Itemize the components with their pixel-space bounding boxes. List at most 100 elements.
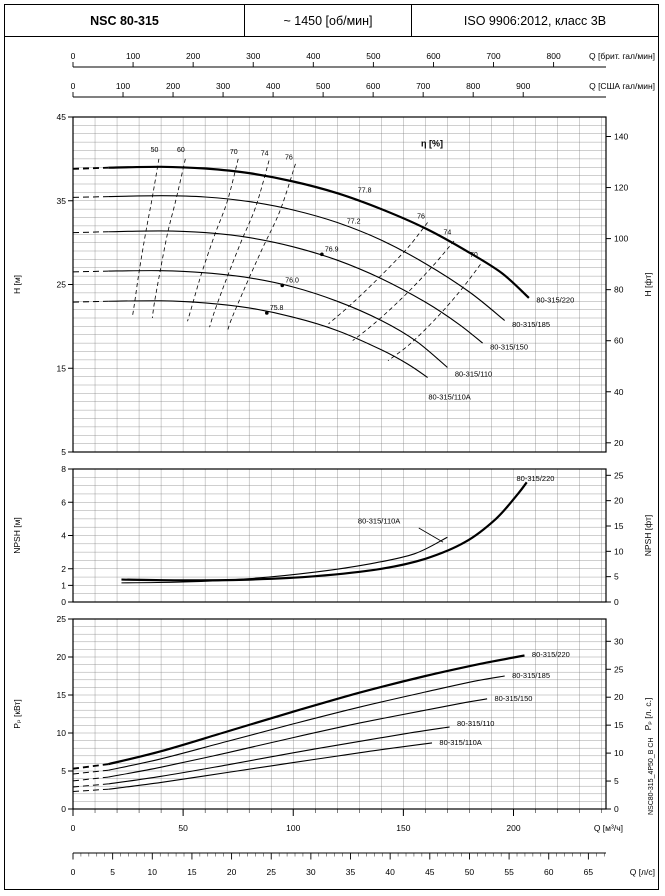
- svg-text:150: 150: [396, 823, 410, 833]
- svg-text:25: 25: [614, 470, 624, 480]
- svg-text:35: 35: [346, 867, 356, 877]
- svg-text:600: 600: [426, 51, 440, 61]
- svg-text:76: 76: [285, 155, 293, 162]
- svg-text:4: 4: [61, 531, 66, 541]
- svg-text:45: 45: [425, 867, 435, 877]
- svg-text:10: 10: [148, 867, 158, 877]
- pump-speed: ~ 1450 [об/мин]: [245, 5, 412, 36]
- svg-text:80-315/150: 80-315/150: [494, 694, 532, 703]
- svg-text:NSC80-315_4P50_B CH: NSC80-315_4P50_B CH: [648, 738, 655, 815]
- svg-text:0: 0: [71, 81, 76, 91]
- svg-text:300: 300: [216, 81, 230, 91]
- svg-text:Q [США гал/мин]: Q [США гал/мин]: [589, 81, 655, 91]
- svg-text:600: 600: [366, 81, 380, 91]
- svg-text:74: 74: [261, 151, 269, 158]
- svg-text:75.8: 75.8: [270, 305, 284, 312]
- svg-text:Pₚ [кВт]: Pₚ [кВт]: [12, 699, 22, 728]
- svg-text:60: 60: [614, 336, 624, 346]
- svg-text:0: 0: [61, 804, 66, 814]
- svg-text:140: 140: [614, 131, 628, 141]
- svg-text:40: 40: [614, 387, 624, 397]
- svg-text:80-315/185: 80-315/185: [512, 320, 550, 329]
- svg-text:Pₚ [л. с.]: Pₚ [л. с.]: [643, 698, 653, 731]
- svg-text:30: 30: [306, 867, 316, 877]
- performance-charts: 0 100 200 300 400 500 600 700 800 Q [брит. гал/ми…: [12, 51, 655, 877]
- svg-text:80-315/110: 80-315/110: [457, 719, 494, 728]
- svg-text:80-315/110A: 80-315/110A: [358, 517, 400, 526]
- svg-text:NPSH [м]: NPSH [м]: [12, 517, 22, 554]
- svg-text:0: 0: [71, 51, 76, 61]
- svg-text:0: 0: [71, 823, 76, 833]
- svg-text:80-315/220: 80-315/220: [536, 296, 574, 305]
- svg-text:25: 25: [614, 664, 624, 674]
- svg-text:0: 0: [614, 597, 619, 607]
- svg-text:25: 25: [57, 614, 67, 624]
- svg-text:50: 50: [178, 823, 188, 833]
- svg-text:H [м]: H [м]: [12, 275, 22, 294]
- svg-text:15: 15: [57, 690, 67, 700]
- svg-text:100: 100: [126, 51, 140, 61]
- header-row: NSC 80-315 ~ 1450 [об/мин] ISO 9906:2012…: [5, 5, 658, 37]
- svg-text:8: 8: [61, 464, 66, 474]
- svg-text:20: 20: [614, 438, 624, 448]
- svg-text:300: 300: [246, 51, 260, 61]
- pump-model: NSC 80-315: [5, 5, 245, 36]
- svg-text:5: 5: [61, 447, 66, 457]
- svg-text:15: 15: [187, 867, 197, 877]
- svg-text:800: 800: [466, 81, 480, 91]
- svg-text:Q [л/с]: Q [л/с]: [630, 867, 655, 877]
- svg-text:2: 2: [61, 564, 66, 574]
- svg-text:700: 700: [486, 51, 500, 61]
- svg-text:NPSH [фт]: NPSH [фт]: [643, 515, 653, 556]
- svg-text:25: 25: [266, 867, 276, 877]
- svg-text:70: 70: [230, 149, 238, 156]
- svg-text:77.8: 77.8: [358, 188, 372, 195]
- svg-text:120: 120: [614, 183, 628, 193]
- svg-text:74: 74: [444, 229, 452, 236]
- svg-text:200: 200: [506, 823, 520, 833]
- svg-text:500: 500: [366, 51, 380, 61]
- svg-text:6: 6: [61, 497, 66, 507]
- svg-text:25: 25: [57, 280, 67, 290]
- svg-text:20: 20: [614, 692, 624, 702]
- svg-text:0: 0: [61, 597, 66, 607]
- svg-text:50: 50: [465, 867, 475, 877]
- svg-text:65: 65: [584, 867, 594, 877]
- svg-text:20: 20: [614, 496, 624, 506]
- svg-text:10: 10: [614, 546, 624, 556]
- svg-text:35: 35: [57, 196, 67, 206]
- svg-text:H [фт]: H [фт]: [643, 273, 653, 297]
- svg-text:400: 400: [306, 51, 320, 61]
- svg-text:80-315/110A: 80-315/110A: [428, 393, 470, 402]
- svg-text:Q [м³/ч]: Q [м³/ч]: [594, 823, 623, 833]
- svg-text:η [%]: η [%]: [421, 138, 443, 148]
- svg-text:800: 800: [547, 51, 561, 61]
- svg-text:60: 60: [544, 867, 554, 877]
- test-standard: ISO 9906:2012, класс 3В: [463, 13, 607, 28]
- svg-text:200: 200: [166, 81, 180, 91]
- svg-text:80-315/150: 80-315/150: [490, 342, 528, 351]
- svg-text:80-315/110A: 80-315/110A: [439, 738, 481, 747]
- svg-text:80-315/220: 80-315/220: [516, 474, 554, 483]
- svg-text:55: 55: [504, 867, 514, 877]
- svg-text:5: 5: [110, 867, 115, 877]
- svg-text:80: 80: [614, 285, 624, 295]
- svg-text:0: 0: [71, 867, 76, 877]
- svg-text:30: 30: [614, 636, 624, 646]
- svg-text:76.9: 76.9: [325, 246, 339, 253]
- svg-text:80-315/220: 80-315/220: [532, 650, 570, 659]
- svg-text:100: 100: [286, 823, 300, 833]
- svg-text:500: 500: [316, 81, 330, 91]
- svg-text:80-315/110: 80-315/110: [455, 369, 492, 378]
- svg-text:5: 5: [614, 572, 619, 582]
- svg-text:900: 900: [516, 81, 530, 91]
- svg-text:45: 45: [57, 112, 67, 122]
- svg-text:76.0: 76.0: [285, 277, 299, 284]
- svg-text:77.2: 77.2: [347, 219, 361, 226]
- svg-text:0: 0: [614, 804, 619, 814]
- svg-text:100: 100: [116, 81, 130, 91]
- svg-text:400: 400: [266, 81, 280, 91]
- svg-text:80-315/185: 80-315/185: [512, 671, 550, 680]
- svg-text:15: 15: [614, 720, 624, 730]
- svg-text:100: 100: [614, 234, 628, 244]
